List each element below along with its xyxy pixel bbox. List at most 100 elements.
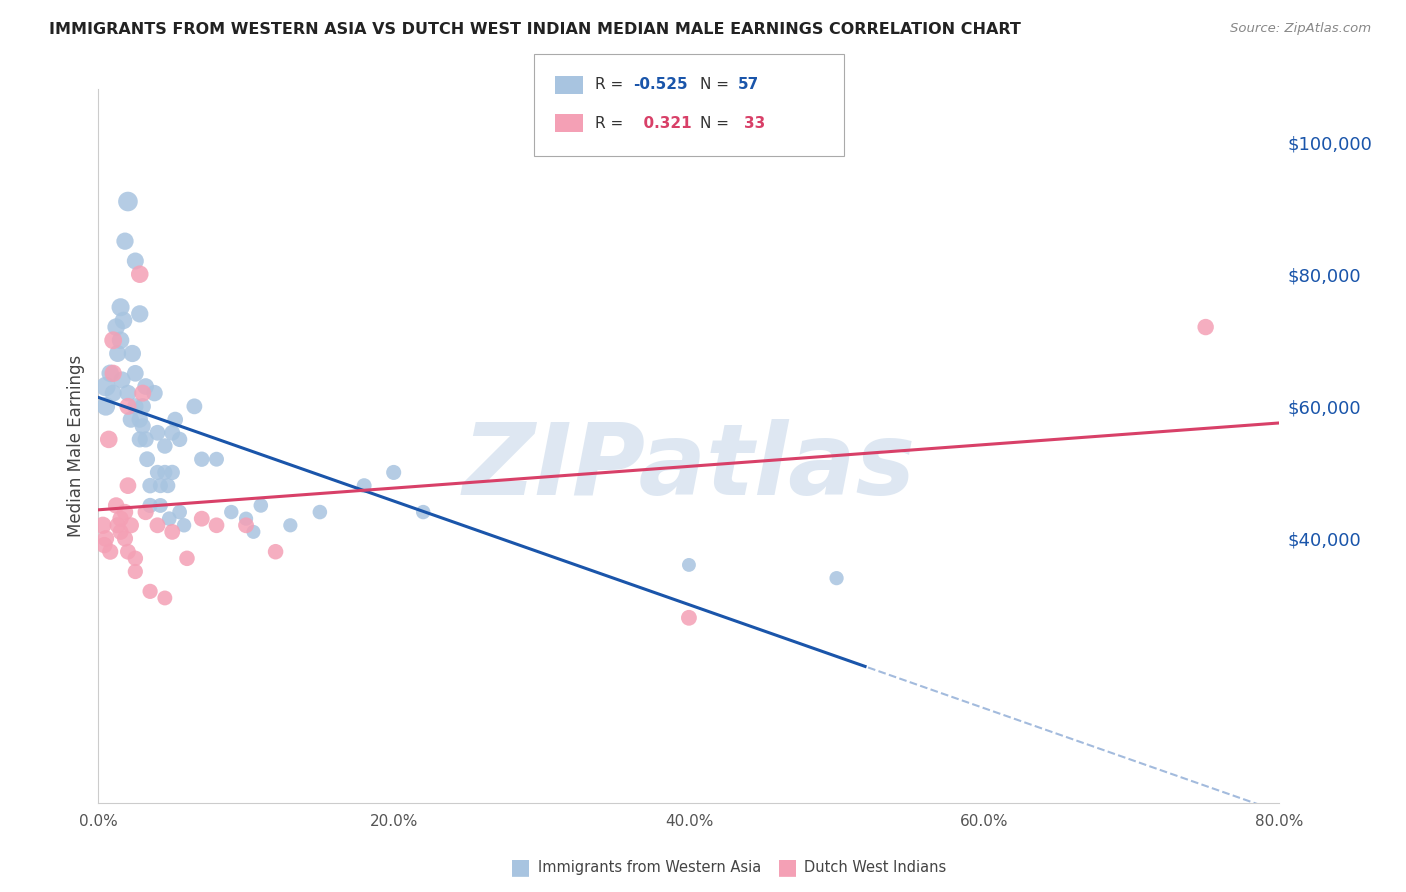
Point [93,538,115,552]
Point [221,505,243,519]
Point [146,425,169,440]
Point [135,505,157,519]
Text: 57: 57 [738,78,759,92]
Point [117,400,139,414]
Point [97,433,120,447]
Point [135,379,157,393]
Point [107,518,129,533]
Point [191,452,214,467]
Point [412,505,434,519]
Point [103,386,125,401]
Text: ■: ■ [510,857,530,877]
Point [117,545,139,559]
Point [120,412,142,426]
Point [156,478,179,492]
Text: 33: 33 [744,116,765,130]
Point [98,367,121,381]
Point [107,346,129,360]
Point [114,532,136,546]
Point [124,565,146,579]
Point [235,511,257,525]
Point [382,466,405,480]
Point [153,466,176,480]
Point [128,267,150,281]
Point [162,425,183,440]
Text: Dutch West Indians: Dutch West Indians [804,860,946,874]
Point [309,505,332,519]
Point [149,478,172,492]
Text: N =: N = [700,116,734,130]
Point [94,532,117,546]
Text: R =: R = [595,116,628,130]
Text: R =: R = [595,78,628,92]
Text: 0.321: 0.321 [633,116,692,130]
Point [94,400,117,414]
Point [117,194,139,209]
Point [98,545,121,559]
Point [110,300,132,314]
Point [132,400,155,414]
Point [250,499,273,513]
Point [157,511,180,525]
Text: Source: ZipAtlas.com: Source: ZipAtlas.com [1230,22,1371,36]
Text: ■: ■ [778,857,797,877]
Point [91,518,114,533]
Point [128,412,150,426]
Point [278,518,302,533]
Point [117,478,139,492]
Point [146,466,169,480]
Point [242,524,264,539]
Text: N =: N = [700,78,734,92]
Point [132,419,155,434]
Text: Immigrants from Western Asia: Immigrants from Western Asia [538,860,762,874]
Point [124,254,146,268]
Point [149,499,172,513]
Point [162,524,183,539]
Point [678,558,700,572]
Point [110,524,132,539]
Point [165,412,187,426]
Point [135,433,157,447]
Point [105,320,128,334]
Point [153,591,176,605]
Point [353,478,375,492]
Point [139,499,162,513]
Point [114,505,136,519]
Point [169,505,191,519]
Y-axis label: Median Male Earnings: Median Male Earnings [66,355,84,537]
Point [176,551,198,566]
Point [128,433,150,447]
Point [169,433,191,447]
Point [183,400,205,414]
Point [121,346,143,360]
Point [132,386,155,401]
Point [1195,320,1218,334]
Point [139,478,162,492]
Text: -0.525: -0.525 [633,78,688,92]
Point [117,386,139,401]
Point [111,373,134,387]
Point [678,611,700,625]
Point [153,439,176,453]
Point [173,518,195,533]
Point [162,466,183,480]
Point [128,307,150,321]
Text: ZIPatlas: ZIPatlas [463,419,915,516]
Point [94,379,117,393]
Point [110,511,132,525]
Point [124,367,146,381]
Point [124,551,146,566]
Point [103,333,125,347]
Point [139,584,162,599]
Point [112,313,135,327]
Point [114,234,136,248]
Point [264,545,287,559]
Point [143,386,166,401]
Point [124,400,146,414]
Point [110,333,132,347]
Point [105,499,128,513]
Point [205,518,228,533]
Point [136,452,159,467]
Point [120,518,142,533]
Point [191,511,214,525]
